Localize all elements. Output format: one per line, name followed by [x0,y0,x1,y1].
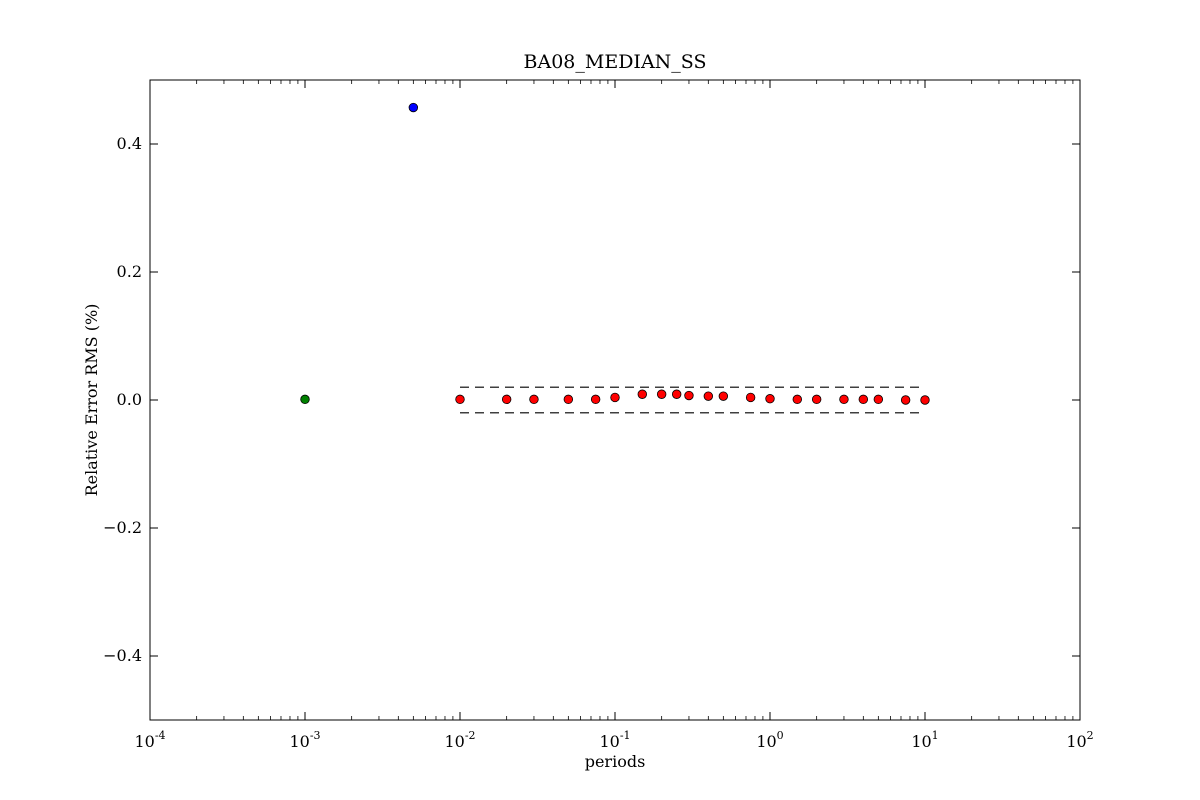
y-tick-label: 0.0 [117,390,142,409]
y-axis-label: Relative Error RMS (%) [82,304,101,497]
x-tick-label: 10-2 [444,729,475,751]
x-tick-label: 100 [756,729,783,751]
data-point [765,394,775,404]
chart-title: BA08_MEDIAN_SS [524,51,707,73]
x-tick-label: 102 [1066,729,1093,751]
data-point [501,394,512,405]
y-tick-label: −0.4 [103,646,142,665]
data-point [703,391,714,401]
data-point [656,389,667,399]
axis-ticks: 0.4 0.2 0.0 −0.2 −0.4 10-4 10-3 10-2 10-1 100 101 1… [103,80,1094,751]
data-point [873,394,884,405]
y-tick-label: 0.4 [117,134,142,153]
x-tick-label: 10-1 [599,729,630,751]
y-tick-label: −0.2 [103,518,142,537]
data-point [408,102,419,113]
x-tick-label: 10-3 [289,729,320,751]
data-point [718,391,729,401]
data-point [900,395,911,405]
x-tick-label: 10-4 [134,729,165,751]
data-point [590,394,601,405]
data-point [610,392,620,403]
data-point [858,394,869,405]
data-point [529,394,539,405]
data-point [839,394,849,405]
data-point [637,389,647,399]
data-point [455,394,465,405]
data-point [563,394,574,405]
y-tick-label: 0.2 [117,262,142,281]
x-tick-label: 101 [911,729,938,751]
data-point [300,394,310,405]
data-point [684,390,694,401]
data-point [811,394,822,405]
data-point [920,395,930,405]
data-point [792,394,802,405]
data-point [745,392,756,403]
data-point [671,389,682,399]
chart-marks [300,102,930,414]
x-axis-label: periods [585,752,646,771]
